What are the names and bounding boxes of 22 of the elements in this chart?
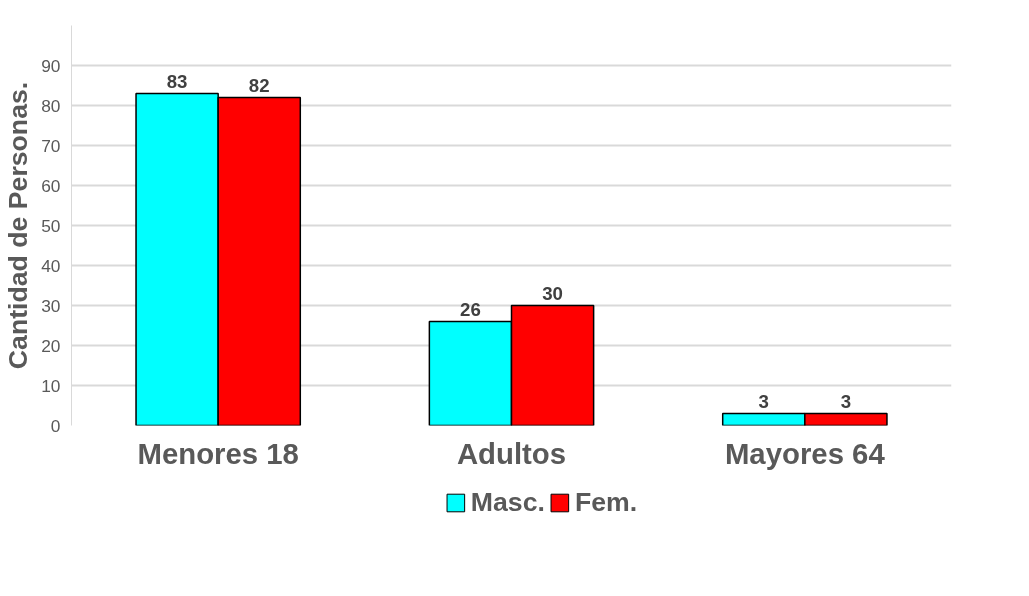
y-tick-label: 30 [41,295,61,316]
x-tick-label: Mayores 64 [724,436,886,470]
y-tick-label: 20 [41,335,61,356]
y-tick-label: 70 [41,135,61,156]
data-label: 26 [460,298,481,320]
y-tick-label: 40 [41,255,61,276]
data-label: 3 [840,390,852,412]
legend-label: Masc. [470,486,545,518]
data-label: 30 [542,282,563,304]
data-label: 83 [166,70,188,92]
legend-label: Fem. [574,486,638,518]
y-tick-label: 80 [41,95,61,116]
y-tick-label: 10 [41,375,61,396]
y-axis-title: Cantidad de Personas. [3,81,34,370]
data-label: 82 [248,74,270,96]
data-label: 3 [758,390,769,412]
x-tick-label: Adultos [456,436,567,470]
y-tick-label: 0 [50,415,61,436]
y-tick-label: 90 [41,55,61,76]
y-tick-label: 50 [41,215,61,236]
y-tick-label: 60 [41,175,61,196]
x-tick-label: Menores 18 [137,436,299,470]
